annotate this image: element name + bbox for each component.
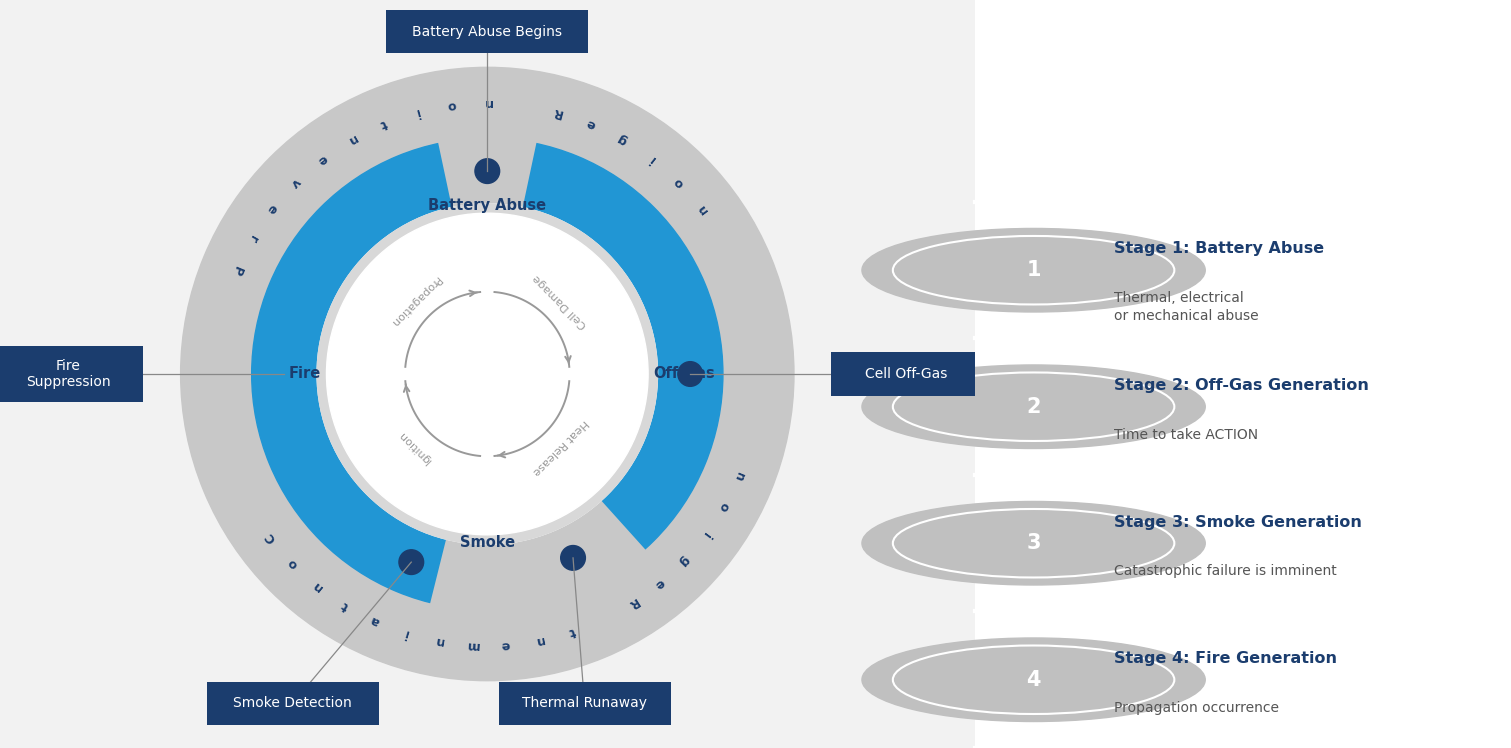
Text: Stage 4: Fire Generation: Stage 4: Fire Generation [1114,651,1337,666]
Text: n: n [695,201,710,216]
Text: n: n [731,470,746,482]
Text: e: e [264,202,280,216]
Wedge shape [447,374,598,540]
Circle shape [317,203,657,545]
FancyBboxPatch shape [387,10,588,53]
Circle shape [861,228,1206,312]
Text: 2: 2 [1026,396,1041,417]
Text: t: t [340,598,351,612]
Text: Fire
Suppression: Fire Suppression [26,359,110,389]
Text: Thermal, electrical
or mechanical abuse: Thermal, electrical or mechanical abuse [1114,291,1259,323]
FancyBboxPatch shape [499,681,671,725]
Text: o: o [716,500,731,513]
Text: Fire: Fire [289,367,320,381]
Text: e: e [653,575,666,591]
Text: P: P [230,263,245,277]
Text: n: n [310,577,325,593]
Text: n: n [434,634,444,648]
Circle shape [678,362,703,386]
Text: o: o [671,175,686,190]
Text: r: r [245,233,260,245]
Text: i: i [700,529,712,540]
Text: Propagation occurrence: Propagation occurrence [1114,701,1278,714]
Text: v: v [289,175,304,190]
Text: e: e [314,151,329,167]
Text: 4: 4 [1026,669,1041,690]
Text: C: C [263,530,280,545]
Text: o: o [286,556,301,571]
Text: e: e [585,116,597,131]
FancyBboxPatch shape [207,681,379,725]
Text: R: R [552,105,564,120]
Text: n: n [484,96,491,109]
Text: R: R [626,595,641,611]
Text: Battery Abuse Begins: Battery Abuse Begins [413,25,562,39]
Text: t: t [567,625,577,639]
Text: m: m [465,638,479,652]
Text: a: a [369,613,382,628]
Wedge shape [437,131,538,374]
Text: Stage 1: Battery Abuse: Stage 1: Battery Abuse [1114,242,1324,257]
Circle shape [474,159,500,183]
Text: Off-Gas: Off-Gas [654,367,716,381]
Text: Lithium-Ion Risk Prevention: Lithium-Ion Risk Prevention [1017,24,1312,43]
Text: Propagation: Propagation [387,274,441,328]
Text: i: i [402,626,411,640]
Text: t: t [378,117,388,131]
FancyBboxPatch shape [0,346,144,402]
Text: Battery Abuse: Battery Abuse [428,198,547,213]
Text: Smoke Detection: Smoke Detection [233,696,352,710]
Text: o: o [447,98,456,112]
Wedge shape [453,207,521,374]
Text: n: n [533,633,545,647]
Text: Smoke: Smoke [459,535,515,550]
FancyBboxPatch shape [831,352,981,396]
Text: Cell Off-Gas: Cell Off-Gas [864,367,947,381]
Wedge shape [429,374,650,617]
Text: 3: 3 [1026,533,1041,554]
Text: g: g [677,553,692,568]
Text: i: i [647,153,657,165]
Text: Cell Damage: Cell Damage [532,272,589,330]
Circle shape [326,213,648,535]
Circle shape [861,638,1206,722]
Text: Heat Release: Heat Release [530,417,589,476]
Circle shape [861,501,1206,585]
Circle shape [399,550,423,574]
Text: 1: 1 [1026,260,1041,280]
Text: e: e [502,638,511,652]
Text: Ignition: Ignition [396,429,434,465]
Text: Thermal Runaway: Thermal Runaway [521,696,647,710]
Text: i: i [414,105,420,119]
Text: Stage 2: Off-Gas Generation: Stage 2: Off-Gas Generation [1114,378,1369,393]
Text: offers advanced early failure
monitoring of Lithium-Ion batteries
by detecting O: offers advanced early failure monitoring… [1017,77,1299,136]
Text: Stage 3: Smoke Generation: Stage 3: Smoke Generation [1114,515,1361,530]
Text: Catastrophic failure is imminent: Catastrophic failure is imminent [1114,564,1337,578]
Text: n: n [345,132,358,147]
Text: g: g [616,132,630,147]
Circle shape [861,365,1206,449]
Circle shape [561,545,585,570]
Text: Time to take ACTION: Time to take ACTION [1114,428,1259,441]
